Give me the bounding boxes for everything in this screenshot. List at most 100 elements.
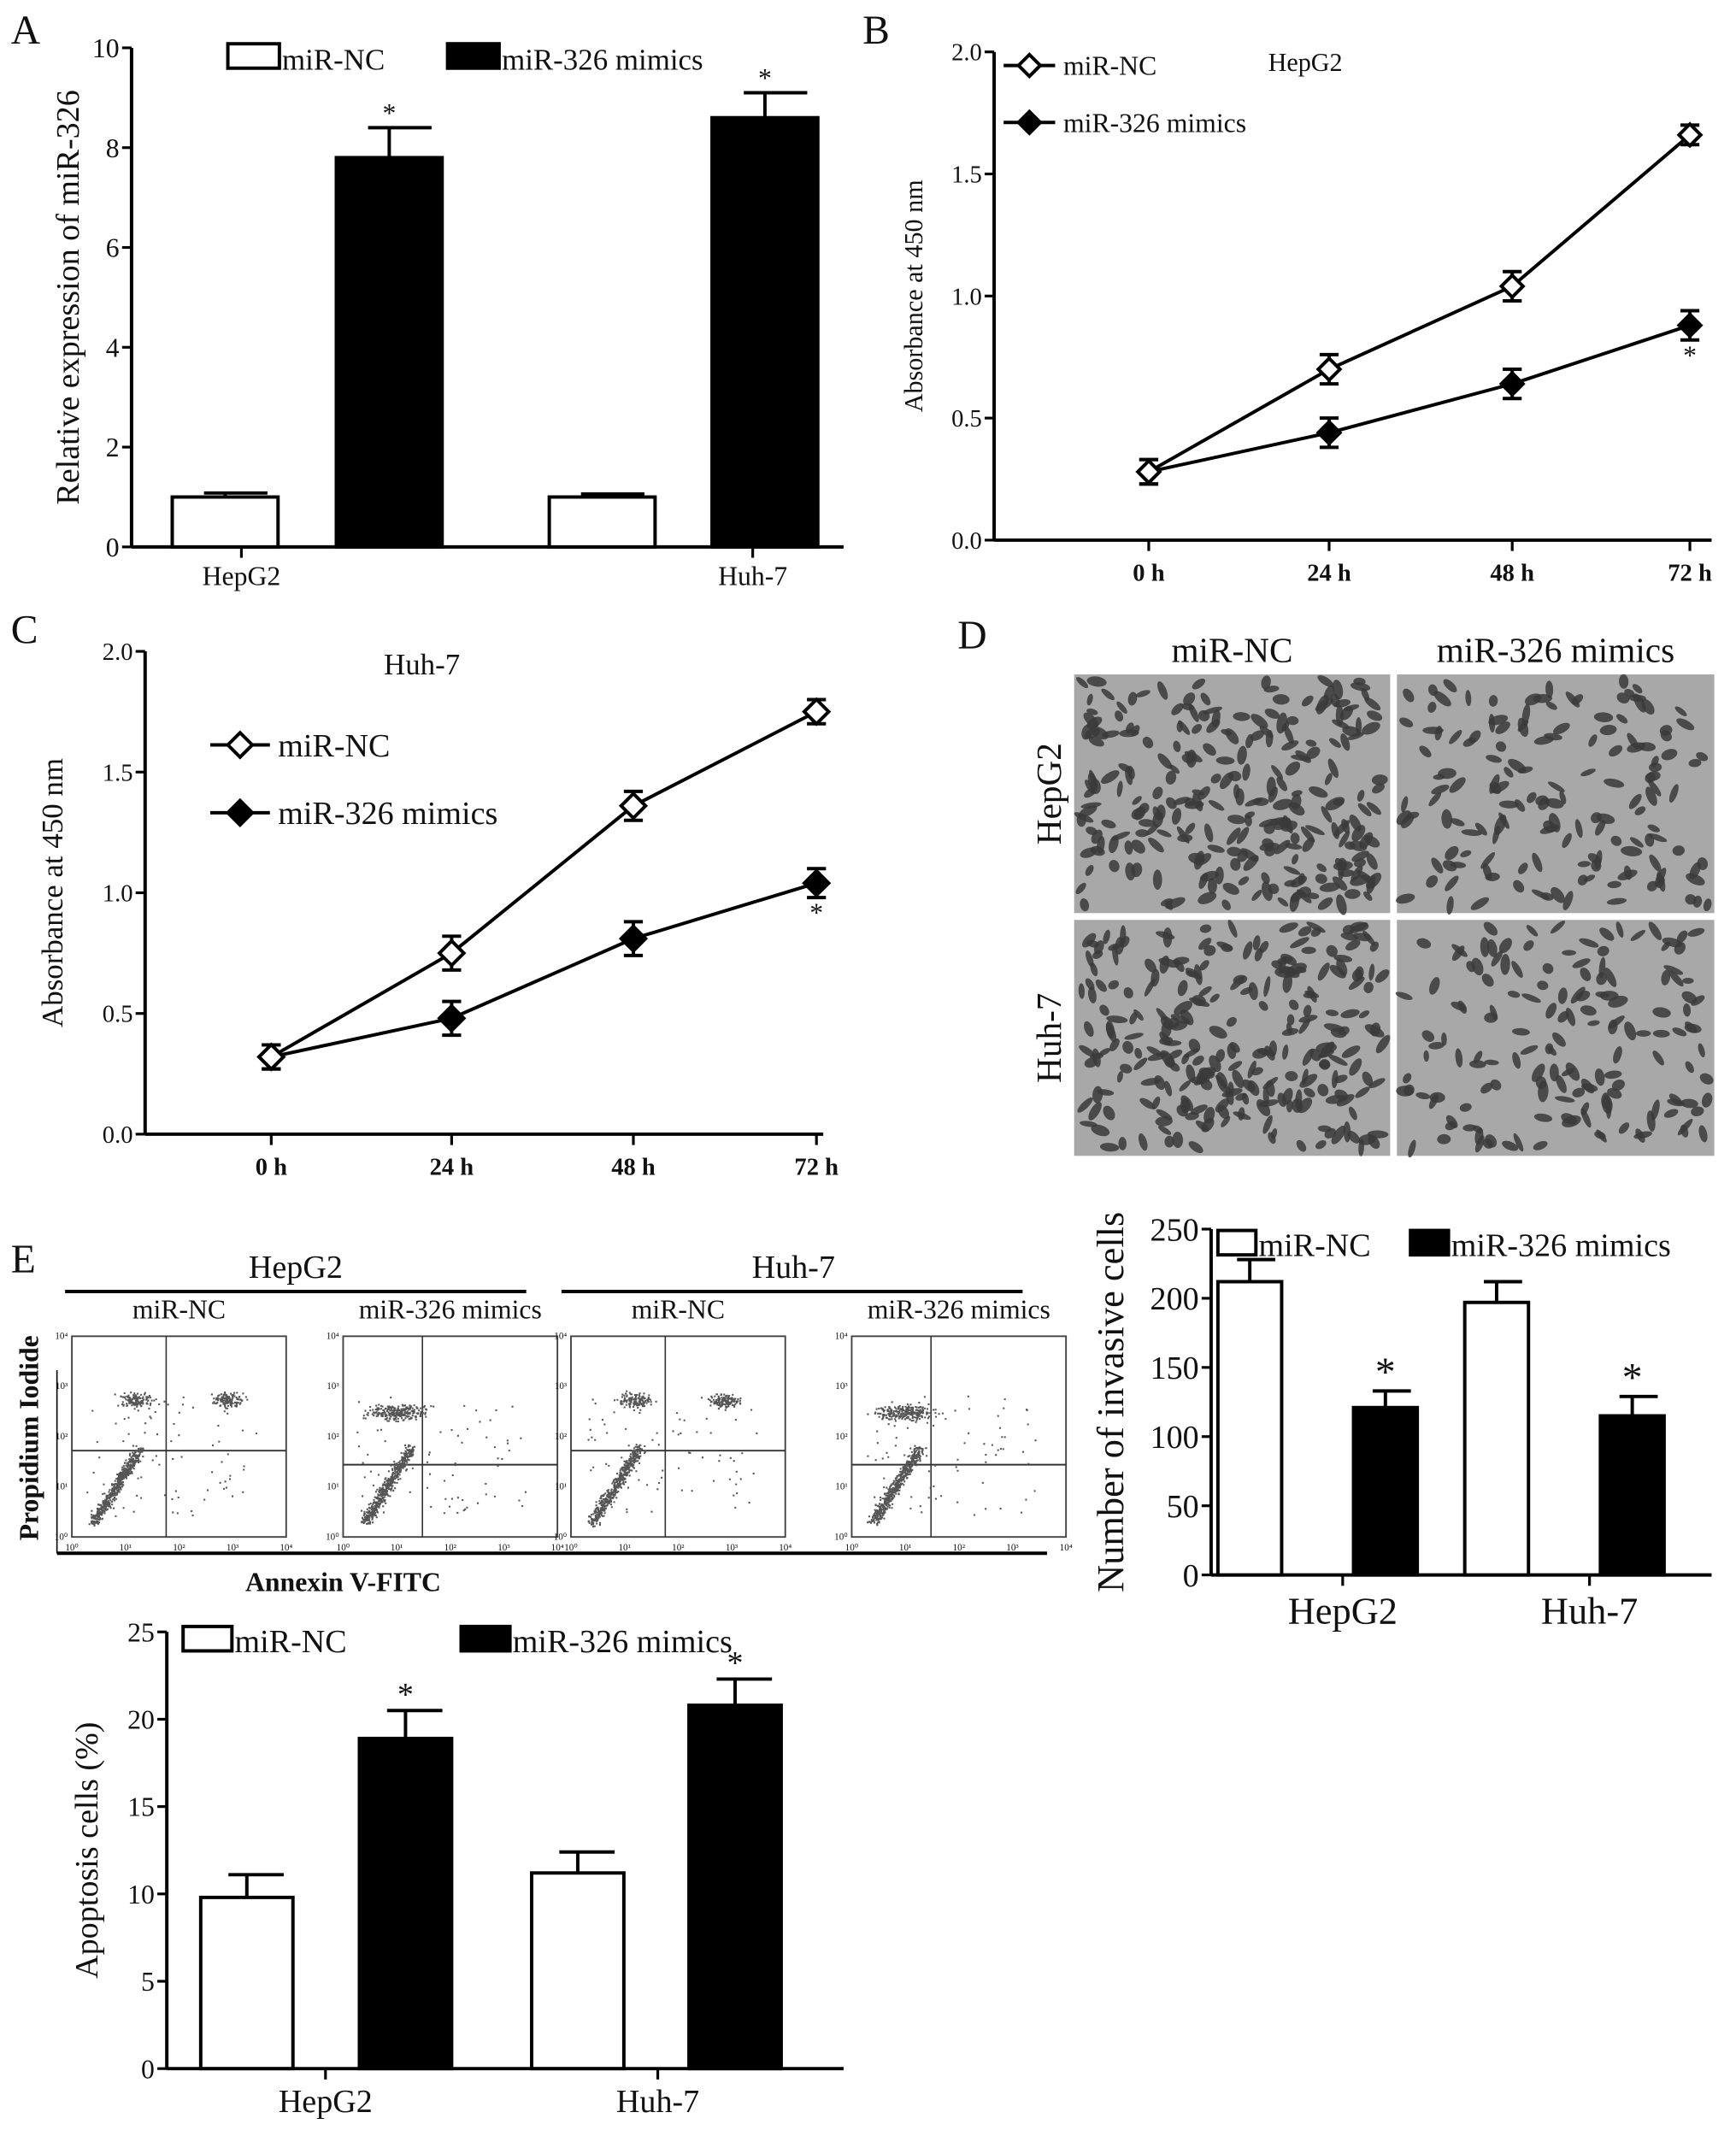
- cell: [1632, 684, 1643, 694]
- cell: [1449, 777, 1466, 793]
- cell: [1635, 1128, 1645, 1143]
- cell: [1188, 1141, 1203, 1154]
- legend-swatch: [226, 42, 281, 70]
- x-tick-label: 10²: [953, 1543, 966, 1553]
- legend-marker: [225, 730, 255, 760]
- cell: [1551, 921, 1566, 934]
- cell: [1660, 730, 1672, 742]
- cell: [1195, 1120, 1209, 1132]
- legend-swatch: [1409, 1228, 1451, 1257]
- cell: [1170, 1014, 1191, 1025]
- cell: [1156, 829, 1172, 838]
- cell: [1351, 865, 1363, 882]
- y-tick-label: 0.5: [103, 1002, 133, 1028]
- cell: [1532, 852, 1543, 873]
- x-tick-label: 10²: [444, 1543, 457, 1553]
- y-axis-label: Relative expression of miR-326: [50, 90, 86, 504]
- micrograph-column-label: miR-326 mimics: [1437, 631, 1674, 670]
- y-tick-label: 0: [106, 532, 120, 562]
- cell: [1517, 862, 1528, 874]
- cell: [1446, 896, 1454, 915]
- cell: [1254, 947, 1263, 962]
- cell: [1282, 1044, 1289, 1060]
- micrograph-huh-7-nc: [1074, 919, 1391, 1156]
- cell: [1171, 703, 1184, 715]
- cell: [1526, 925, 1539, 937]
- cell: [1252, 935, 1261, 950]
- cell: [1268, 1132, 1276, 1144]
- cell: [1399, 717, 1414, 727]
- cell: [1616, 714, 1628, 724]
- x-tick-label: 10⁴: [1060, 1543, 1073, 1553]
- cell: [1190, 1104, 1208, 1115]
- cell: [1084, 1021, 1094, 1038]
- x-tick-label: 10⁴: [779, 1543, 791, 1553]
- cell: [1336, 958, 1348, 976]
- cell: [1395, 991, 1413, 1000]
- cell: [1652, 1050, 1664, 1066]
- cell: [1366, 875, 1376, 894]
- cell: [1315, 874, 1327, 884]
- cell: [1156, 931, 1175, 939]
- cell: [1135, 829, 1150, 838]
- cell: [1192, 724, 1203, 734]
- y-tick-label: 10¹: [56, 1482, 68, 1492]
- cell: [1235, 788, 1245, 806]
- cell: [1193, 850, 1204, 870]
- cell: [1460, 850, 1472, 857]
- y-tick-label: 5: [141, 1967, 155, 1997]
- cell: [1370, 1022, 1381, 1037]
- cell: [1551, 886, 1565, 903]
- cell: [1594, 1068, 1605, 1086]
- cell: [1427, 702, 1437, 713]
- y-tick-label: 2: [106, 432, 120, 462]
- cell: [1292, 854, 1299, 865]
- series-line: [270, 709, 818, 1059]
- panel-label-a: A: [11, 9, 41, 53]
- cell: [1502, 1140, 1519, 1151]
- cell: [1290, 875, 1308, 888]
- cell: [1303, 1087, 1315, 1097]
- cell: [1155, 1116, 1173, 1127]
- cell: [1088, 736, 1104, 747]
- cell: [1635, 1030, 1651, 1037]
- flow-column-label: miR-326 mimics: [868, 1295, 1050, 1325]
- x-tick-label: 0 h: [256, 1155, 287, 1181]
- x-tick-label: HepG2: [1288, 1590, 1398, 1633]
- cell: [1577, 874, 1588, 886]
- cell: [1438, 768, 1456, 780]
- legend-marker: [1015, 52, 1043, 79]
- cell: [1474, 822, 1487, 836]
- legend-label: miR-326 mimics: [502, 43, 703, 76]
- x-tick-label: 10⁴: [551, 1543, 564, 1553]
- cell: [1441, 1032, 1447, 1046]
- cell: [1317, 962, 1330, 981]
- y-tick-label: 10⁴: [55, 1332, 68, 1342]
- y-tick-label: 250: [1150, 1212, 1199, 1248]
- cell: [1276, 776, 1288, 791]
- cell: [1375, 1034, 1391, 1054]
- cell: [1328, 738, 1341, 748]
- cell: [1565, 1062, 1580, 1081]
- cell: [1262, 838, 1274, 850]
- panel-label-b: B: [862, 9, 890, 53]
- cell: [1595, 820, 1606, 836]
- cell: [1520, 1044, 1539, 1055]
- cell: [1633, 693, 1646, 713]
- legend-marker: [1015, 109, 1043, 136]
- cell: [1105, 1021, 1115, 1039]
- cell: [1428, 684, 1438, 697]
- cell: [1198, 938, 1212, 950]
- cell: [1227, 1061, 1243, 1071]
- cell: [1116, 780, 1123, 797]
- cell: [1185, 970, 1197, 978]
- legend-swatch: [1215, 1228, 1258, 1257]
- cell: [1621, 845, 1643, 856]
- cell: [1462, 737, 1476, 747]
- cell: [1486, 755, 1502, 763]
- y-tick-label: 10³: [555, 1381, 568, 1392]
- cell: [1368, 1078, 1386, 1089]
- legend-swatch: [445, 42, 501, 70]
- x-tick-label: 72 h: [1668, 561, 1712, 587]
- cell: [1521, 993, 1541, 1003]
